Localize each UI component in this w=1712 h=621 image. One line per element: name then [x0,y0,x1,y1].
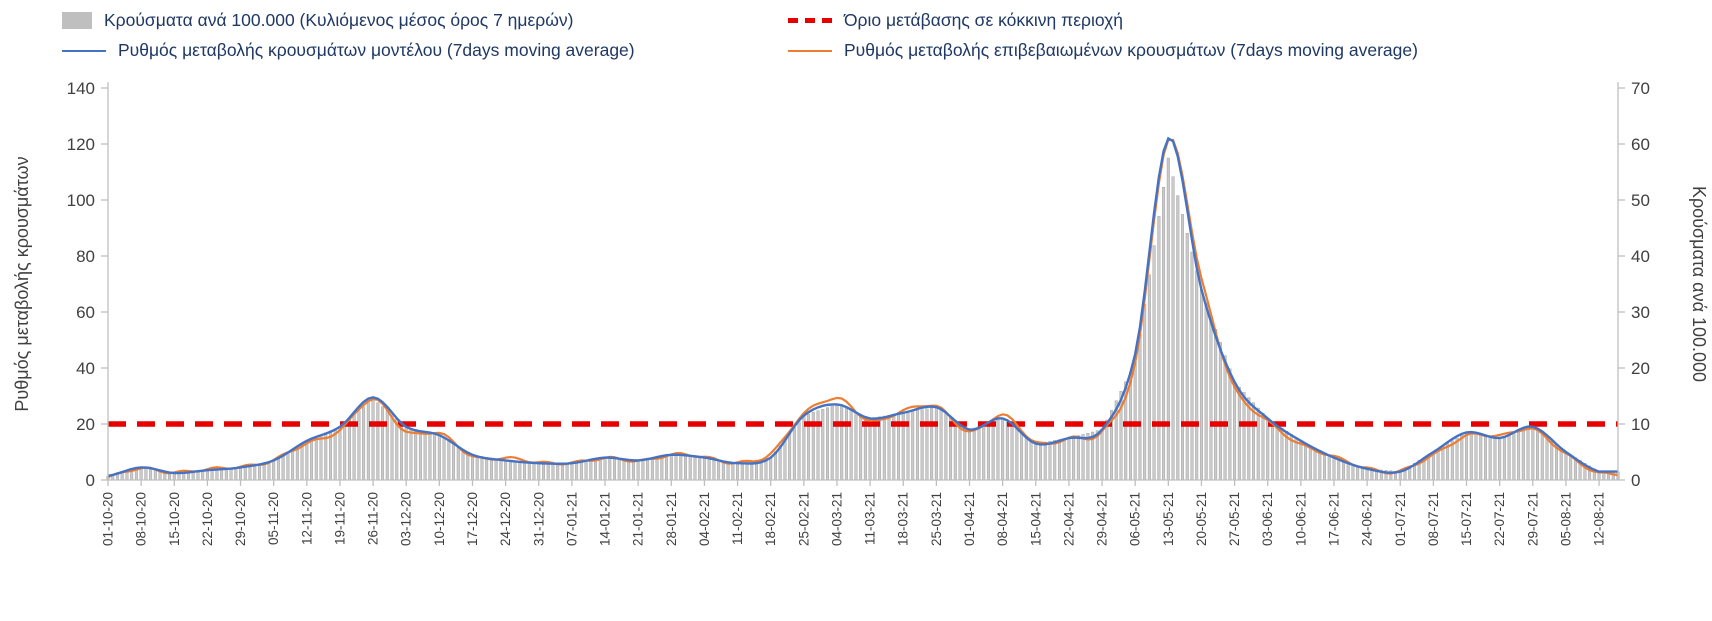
svg-text:31-12-20: 31-12-20 [531,492,546,546]
svg-text:25-03-21: 25-03-21 [929,492,944,546]
bar-swatch-icon [62,12,92,29]
legend-item-model-line: Ρυθμός μεταβολής κρουσμάτων μοντέλου (7d… [62,40,635,61]
svg-text:30: 30 [1631,303,1650,322]
orange-line-swatch-icon [788,49,832,52]
svg-text:10: 10 [1631,415,1650,434]
y-axis-left-labels: 0 20 40 60 80 100 120 140 [67,79,95,490]
svg-text:01-04-21: 01-04-21 [962,492,977,546]
legend-item-threshold: Όριο μετάβασης σε κόκκινη περιοχή [788,10,1123,31]
svg-text:28-01-21: 28-01-21 [664,492,679,546]
svg-text:11-03-21: 11-03-21 [863,492,878,545]
svg-text:18-02-21: 18-02-21 [763,492,778,546]
y-axis-right-labels: 0 10 20 30 40 50 60 70 [1631,79,1650,490]
model-line [107,136,1618,477]
svg-text:06-05-21: 06-05-21 [1128,492,1143,546]
svg-text:08-10-20: 08-10-20 [134,492,149,546]
svg-text:25-02-21: 25-02-21 [796,492,811,546]
legend-label-cases-bars: Κρούσματα ανά 100.000 (Κυλιόμενος μέσος … [104,10,574,30]
svg-text:140: 140 [67,79,95,98]
svg-text:20: 20 [76,415,95,434]
svg-text:17-12-20: 17-12-20 [465,492,480,546]
svg-text:22-10-20: 22-10-20 [200,492,215,546]
svg-text:100: 100 [67,191,95,210]
axes [101,82,1625,486]
svg-text:13-05-21: 13-05-21 [1161,492,1176,546]
svg-text:0: 0 [86,471,95,490]
y-axis-left-title: Ρυθμός μεταβολής κρουσμάτων [12,156,32,411]
svg-text:24-06-21: 24-06-21 [1360,492,1375,546]
svg-text:15-10-20: 15-10-20 [167,492,182,546]
svg-text:60: 60 [1631,135,1650,154]
legend-label-threshold: Όριο μετάβασης σε κόκκινη περιοχή [844,10,1124,30]
svg-text:04-02-21: 04-02-21 [697,492,712,546]
legend-label-confirmed-line: Ρυθμός μεταβολής επιβεβαιωμένων κρουσμάτ… [844,40,1418,60]
svg-text:22-07-21: 22-07-21 [1492,492,1507,546]
svg-text:07-01-21: 07-01-21 [564,492,579,546]
svg-text:04-03-21: 04-03-21 [830,492,845,546]
svg-text:29-10-20: 29-10-20 [233,492,248,546]
svg-text:24-12-20: 24-12-20 [498,492,513,546]
svg-text:15-04-21: 15-04-21 [1028,492,1043,546]
x-axis-labels: 01-10-20 08-10-20 15-10-20 22-10-20 29-10-20… [101,492,1607,546]
svg-text:70: 70 [1631,79,1650,98]
svg-text:05-08-21: 05-08-21 [1558,492,1573,546]
svg-text:20: 20 [1631,359,1650,378]
svg-text:20-05-21: 20-05-21 [1194,492,1209,546]
bars-series [106,157,1620,481]
svg-text:60: 60 [76,303,95,322]
svg-text:0: 0 [1631,471,1640,490]
svg-text:29-07-21: 29-07-21 [1525,492,1540,546]
svg-text:10-06-21: 10-06-21 [1293,492,1308,546]
svg-text:18-03-21: 18-03-21 [896,492,911,546]
svg-text:19-11-20: 19-11-20 [332,492,347,545]
svg-text:12-11-20: 12-11-20 [299,492,314,545]
svg-text:08-04-21: 08-04-21 [995,492,1010,546]
svg-text:15-07-21: 15-07-21 [1459,492,1474,546]
legend-label-model-line: Ρυθμός μεταβολής κρουσμάτων μοντέλου (7d… [118,40,635,60]
svg-text:50: 50 [1631,191,1650,210]
svg-text:01-07-21: 01-07-21 [1393,492,1408,546]
svg-text:10-12-20: 10-12-20 [432,492,447,546]
svg-text:80: 80 [76,247,95,266]
svg-text:21-01-21: 21-01-21 [631,492,646,546]
svg-text:03-06-21: 03-06-21 [1260,492,1275,546]
svg-text:08-07-21: 08-07-21 [1426,492,1441,546]
svg-text:17-06-21: 17-06-21 [1327,492,1342,546]
legend-item-cases-bars: Κρούσματα ανά 100.000 (Κυλιόμενος μέσος … [62,10,573,31]
svg-text:40: 40 [76,359,95,378]
svg-text:01-10-20: 01-10-20 [101,492,116,546]
svg-text:05-11-20: 05-11-20 [266,492,281,545]
blue-line-swatch-icon [62,49,106,52]
svg-text:11-02-21: 11-02-21 [730,492,745,545]
legend-item-confirmed-line: Ρυθμός μεταβολής επιβεβαιωμένων κρουσμάτ… [788,40,1418,61]
dashed-line-swatch-icon [788,18,832,23]
svg-text:26-11-20: 26-11-20 [366,492,381,545]
svg-text:27-05-21: 27-05-21 [1227,492,1242,546]
svg-text:29-04-21: 29-04-21 [1095,492,1110,546]
svg-text:40: 40 [1631,247,1650,266]
svg-text:03-12-20: 03-12-20 [399,492,414,546]
svg-text:22-04-21: 22-04-21 [1061,492,1076,546]
y-axis-right-title: Κρούσματα ανά 100.000 [1689,186,1709,382]
svg-text:120: 120 [67,135,95,154]
svg-text:12-08-21: 12-08-21 [1592,492,1607,546]
svg-text:14-01-21: 14-01-21 [598,492,613,546]
